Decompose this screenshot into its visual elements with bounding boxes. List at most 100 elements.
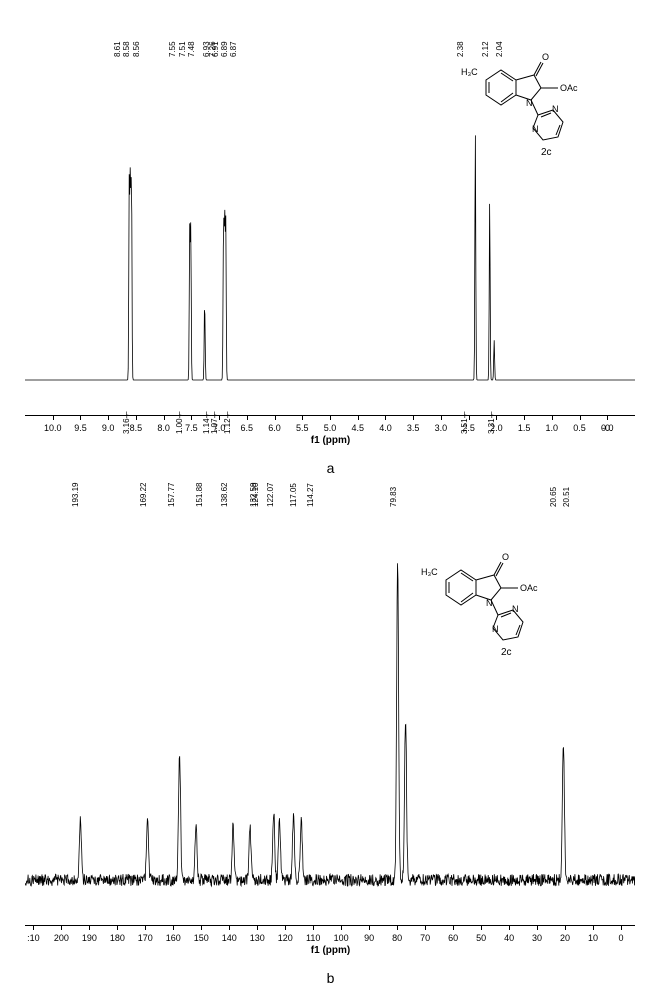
peak-label: 6.91: [211, 41, 220, 57]
peak-label: 193.19: [71, 483, 80, 507]
tick: [285, 925, 286, 930]
peak-label: 169.22: [139, 483, 148, 507]
tick: [524, 415, 525, 420]
peak-label: 122.07: [266, 483, 275, 507]
tick: [413, 415, 414, 420]
tick: [369, 925, 370, 930]
svg-text:OAc: OAc: [560, 83, 578, 93]
tick: [593, 925, 594, 930]
tick-label: :10: [27, 933, 40, 943]
tick-label: 180: [110, 933, 125, 943]
peak-label: 6.87: [229, 41, 238, 57]
tick-label: 80: [392, 933, 402, 943]
tick-label: 8.0: [157, 423, 170, 433]
structure-2c-a: H₃C O OAc N N N 2c: [456, 40, 586, 160]
tick-label: 60: [448, 933, 458, 943]
tick: [302, 415, 303, 420]
tick-label: 70: [420, 933, 430, 943]
svg-text:H₃C: H₃C: [421, 567, 438, 577]
tick: [61, 925, 62, 930]
tick-label: 20: [560, 933, 570, 943]
peak-label: 8.61: [113, 41, 122, 57]
peak-label: 151.88: [195, 483, 204, 507]
tick-label: 140: [222, 933, 237, 943]
tick: [397, 925, 398, 930]
tick: [257, 925, 258, 930]
peak-label: 8.58: [122, 41, 131, 57]
svg-text:O: O: [542, 52, 549, 62]
tick: [201, 925, 202, 930]
tick-label: 30: [532, 933, 542, 943]
tick-label: 10.0: [44, 423, 62, 433]
tick: [275, 415, 276, 420]
tick-label: 130: [250, 933, 265, 943]
tick: [385, 415, 386, 420]
compound-label-b: 2c: [501, 647, 512, 658]
tick: [481, 925, 482, 930]
xaxis-title-a: f1 (ppm): [311, 435, 350, 446]
tick: [552, 415, 553, 420]
tick: [117, 925, 118, 930]
tick-label: -0.: [602, 423, 613, 433]
tick: [219, 415, 220, 420]
tick-label: 150: [194, 933, 209, 943]
tick: [469, 415, 470, 420]
tick: [565, 925, 566, 930]
tick-label: 100: [334, 933, 349, 943]
tick-label: 7.5: [185, 423, 198, 433]
tick-label: 2.5: [462, 423, 475, 433]
tick: [341, 925, 342, 930]
tick-label: 8.5: [130, 423, 143, 433]
tick-label: 190: [82, 933, 97, 943]
peak-label: 124.10: [251, 483, 260, 507]
tick-label: 4.0: [379, 423, 392, 433]
tick: [136, 415, 137, 420]
tick: [358, 415, 359, 420]
tick-label: 6.0: [268, 423, 281, 433]
tick-label: 9.0: [102, 423, 115, 433]
tick-label: 1.5: [518, 423, 531, 433]
tick-label: 40: [504, 933, 514, 943]
svg-text:N: N: [532, 124, 539, 134]
tick-label: 9.5: [74, 423, 87, 433]
tick: [108, 415, 109, 420]
peak-label: 7.48: [187, 41, 196, 57]
panel-a: 8.618.588.567.557.517.487.266.936.916.89…: [0, 0, 661, 480]
peak-label: 20.65: [549, 487, 558, 507]
nmr-figure: 8.618.588.567.557.517.487.266.936.916.89…: [0, 0, 661, 1000]
tick-label: 3.0: [435, 423, 448, 433]
compound-label-a: 2c: [541, 147, 552, 158]
tick: [607, 415, 608, 420]
tick-label: 6.5: [241, 423, 254, 433]
tick-label: 3.5: [407, 423, 420, 433]
tick: [425, 925, 426, 930]
tick-label: 50: [476, 933, 486, 943]
tick-label: 10: [588, 933, 598, 943]
panel-letter-b: b: [0, 970, 661, 986]
peak-label: 7.51: [178, 41, 187, 57]
tick: [33, 925, 34, 930]
svg-text:N: N: [526, 98, 533, 108]
tick-label: 4.5: [351, 423, 364, 433]
svg-text:OAc: OAc: [520, 583, 538, 593]
peak-label: 138.62: [220, 483, 229, 507]
tick: [191, 415, 192, 420]
tick: [537, 925, 538, 930]
peak-label: 6.89: [220, 41, 229, 57]
peak-label: 157.77: [167, 483, 176, 507]
svg-text:N: N: [552, 104, 559, 114]
tick: [247, 415, 248, 420]
tick-label: 120: [278, 933, 293, 943]
tick-label: 0.5: [573, 423, 586, 433]
tick-label: 1.0: [546, 423, 559, 433]
tick: [313, 925, 314, 930]
tick-label: 110: [306, 933, 320, 943]
tick: [441, 415, 442, 420]
tick: [89, 925, 90, 930]
tick: [496, 415, 497, 420]
tick: [80, 415, 81, 420]
tick: [229, 925, 230, 930]
peak-label: 79.83: [389, 487, 398, 507]
tick: [145, 925, 146, 930]
tick: [509, 925, 510, 930]
